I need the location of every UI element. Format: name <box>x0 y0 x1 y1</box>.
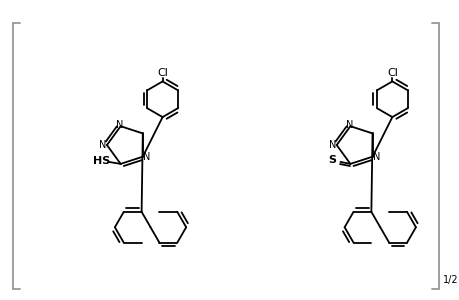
Text: N: N <box>345 120 353 130</box>
Text: N: N <box>116 120 123 130</box>
Text: S: S <box>328 155 336 165</box>
Text: Cl: Cl <box>157 68 168 77</box>
Text: N: N <box>372 152 379 162</box>
Text: N: N <box>99 140 106 150</box>
Text: N: N <box>328 140 336 150</box>
Text: HS: HS <box>93 156 110 166</box>
Text: Cl: Cl <box>386 68 397 77</box>
Text: N: N <box>143 152 150 162</box>
Text: 1/2: 1/2 <box>442 275 457 285</box>
